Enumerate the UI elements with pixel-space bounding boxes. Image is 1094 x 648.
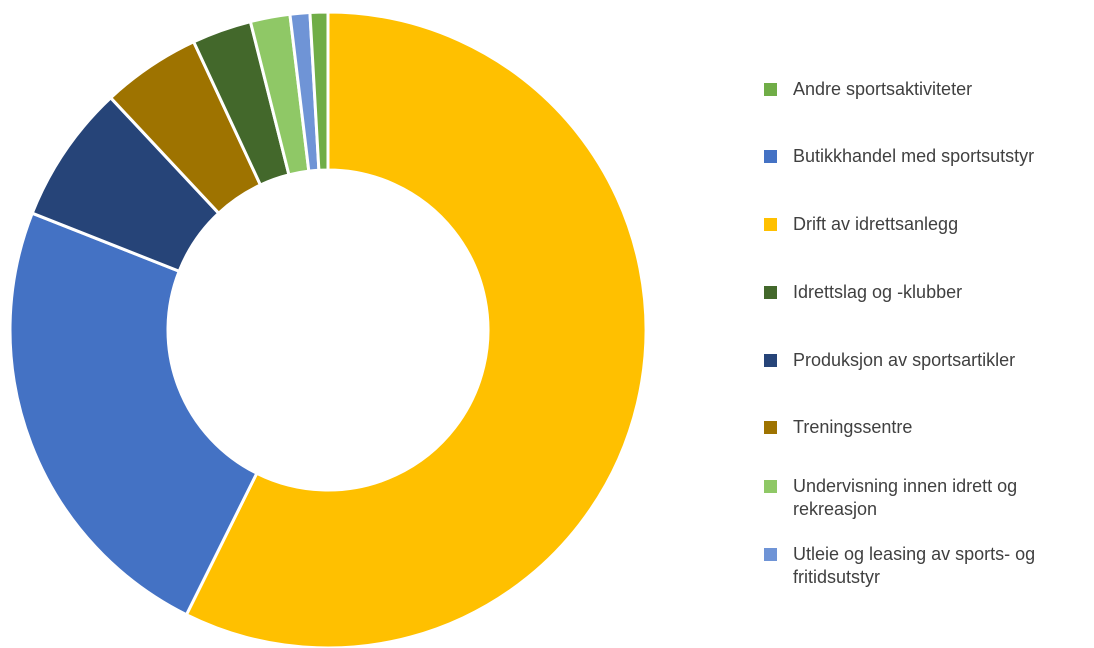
legend-swatch [764, 548, 777, 561]
legend-item: Undervisning innen idrett og rekreasjon [764, 475, 1084, 521]
legend-label: Undervisning innen idrett og rekreasjon [793, 476, 1018, 519]
legend-swatch [764, 480, 777, 493]
legend-label: Produksjon av sportsartikler [793, 350, 1016, 370]
legend-label: Andre sportsaktiviteter [793, 79, 973, 99]
legend-swatch [764, 83, 777, 96]
legend-item: Butikkhandel med sportsutstyr [764, 145, 1084, 168]
slice-butikkhandel-med-sportsutstyr [8, 211, 259, 617]
legend-item: Utleie og leasing av sports- og fritidsu… [764, 543, 1084, 589]
slice-andre-sportsaktiviteter [308, 10, 330, 172]
legend-label: Utleie og leasing av sports- og fritidsu… [793, 544, 1036, 587]
legend-label: Idrettslag og -klubber [793, 282, 963, 302]
legend-label: Butikkhandel med sportsutstyr [793, 146, 1035, 166]
legend-item: Idrettslag og -klubber [764, 281, 1084, 304]
legend-label: Treningssentre [793, 417, 913, 437]
legend-swatch [764, 150, 777, 163]
donut-slices [8, 10, 648, 648]
legend-swatch [764, 218, 777, 231]
legend-swatch [764, 354, 777, 367]
legend-item: Treningssentre [764, 416, 1084, 439]
legend-item: Produksjon av sportsartikler [764, 349, 1084, 372]
legend-label: Drift av idrettsanlegg [793, 214, 959, 234]
legend-swatch [764, 421, 777, 434]
legend-swatch [764, 286, 777, 299]
legend-item: Andre sportsaktiviteter [764, 78, 1084, 101]
legend-item: Drift av idrettsanlegg [764, 213, 1084, 236]
